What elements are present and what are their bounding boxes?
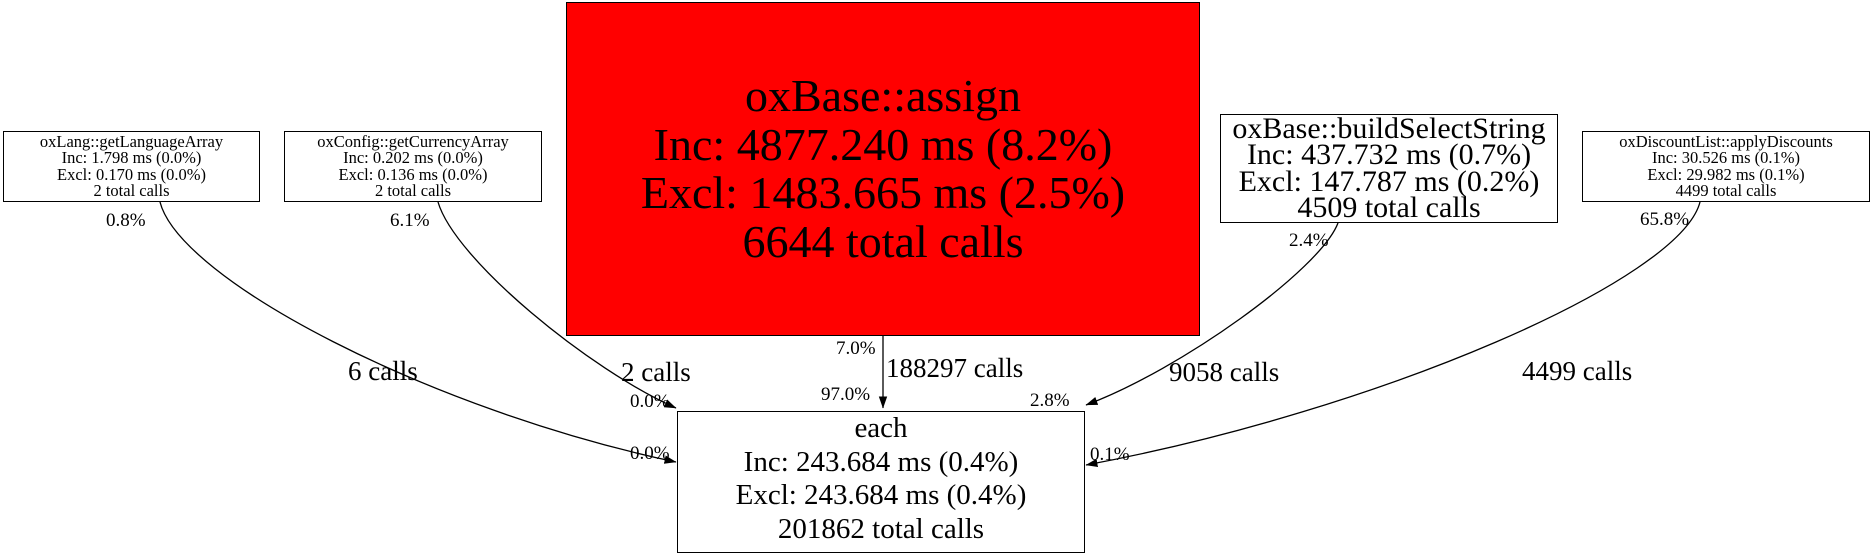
svg-text:6.1%: 6.1% [390,210,430,231]
svg-text:2 calls: 2 calls [621,357,691,387]
svg-text:6 calls: 6 calls [348,356,418,386]
svg-text:2.4%: 2.4% [1289,230,1329,251]
svg-text:2.8%: 2.8% [1030,390,1070,411]
svg-text:65.8%: 65.8% [1640,209,1689,230]
svg-text:0.0%: 0.0% [630,443,670,464]
svg-text:97.0%: 97.0% [821,384,870,405]
svg-text:188297 calls: 188297 calls [886,353,1023,383]
svg-text:7.0%: 7.0% [836,338,876,359]
svg-text:0.0%: 0.0% [630,391,670,412]
svg-text:0.8%: 0.8% [106,210,146,231]
svg-text:4499 calls: 4499 calls [1522,356,1632,386]
svg-text:9058 calls: 9058 calls [1169,357,1279,387]
svg-text:0.1%: 0.1% [1090,444,1130,465]
